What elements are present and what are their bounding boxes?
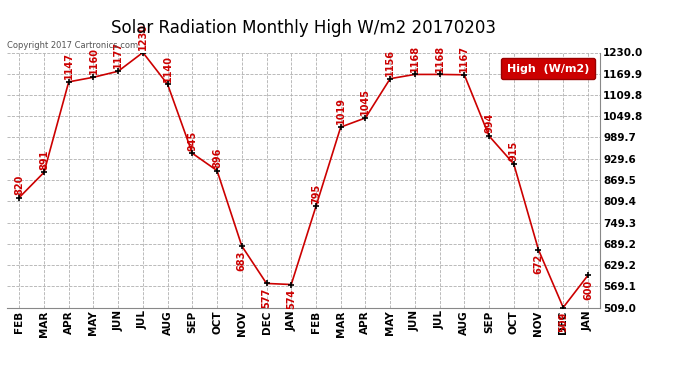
Text: 945: 945 [188, 130, 197, 150]
Text: 820: 820 [14, 174, 24, 195]
Text: 577: 577 [262, 288, 271, 308]
Text: 795: 795 [311, 183, 321, 204]
Text: 1167: 1167 [460, 45, 469, 72]
Text: 1168: 1168 [410, 45, 420, 72]
Text: 509: 509 [558, 312, 568, 332]
Text: 1045: 1045 [360, 88, 371, 115]
Text: 683: 683 [237, 250, 247, 270]
Text: 600: 600 [583, 279, 593, 300]
Text: 915: 915 [509, 141, 519, 161]
Text: 891: 891 [39, 149, 49, 170]
Text: 1019: 1019 [336, 98, 346, 124]
Text: 896: 896 [212, 147, 222, 168]
Text: 1156: 1156 [385, 49, 395, 76]
Text: 1230: 1230 [138, 23, 148, 50]
Text: 574: 574 [286, 289, 296, 309]
Text: 1160: 1160 [88, 48, 99, 75]
Text: Copyright 2017 Cartronics.com: Copyright 2017 Cartronics.com [7, 41, 138, 50]
Text: 1140: 1140 [163, 54, 172, 81]
Text: 1147: 1147 [63, 52, 74, 79]
Text: 672: 672 [533, 254, 544, 274]
Text: 1177: 1177 [113, 42, 123, 69]
Legend: High  (W/m2): High (W/m2) [501, 58, 595, 79]
Text: 994: 994 [484, 113, 494, 133]
Text: 1168: 1168 [435, 45, 444, 72]
Text: Solar Radiation Monthly High W/m2 20170203: Solar Radiation Monthly High W/m2 201702… [111, 19, 496, 37]
